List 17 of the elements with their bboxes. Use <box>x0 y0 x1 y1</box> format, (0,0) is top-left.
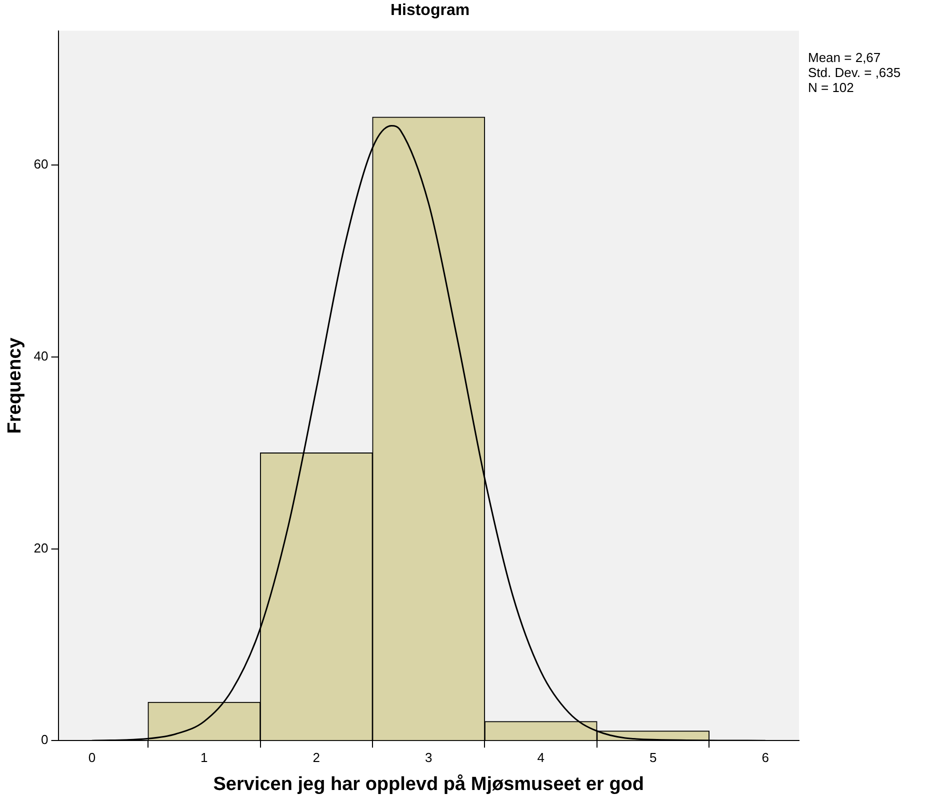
y-axis-title: Frequency <box>4 337 26 434</box>
x-tick-label: 0 <box>88 750 96 765</box>
y-tick-label: 40 <box>34 348 48 364</box>
text: N = 102 <box>808 80 855 95</box>
x-tick-label: 2 <box>312 750 320 765</box>
x-tick-label: 6 <box>762 750 769 765</box>
text: Mean = 2,67 <box>808 50 882 65</box>
y-tick-label: 60 <box>34 156 48 172</box>
x-tick-label: 5 <box>649 750 657 765</box>
y-tick-label: 0 <box>41 732 48 748</box>
x-axis-title: Servicen jeg har opplevd på Mjøsmuseet er god <box>213 774 644 795</box>
x-tick-label: 4 <box>537 750 544 765</box>
x-tick-label: 3 <box>425 750 432 765</box>
text: Std. Dev. = ,635 <box>808 65 901 80</box>
chart-title: Histogram <box>389 2 471 20</box>
y-tick-label: 20 <box>34 540 48 556</box>
x-tick-label: 1 <box>200 750 208 765</box>
